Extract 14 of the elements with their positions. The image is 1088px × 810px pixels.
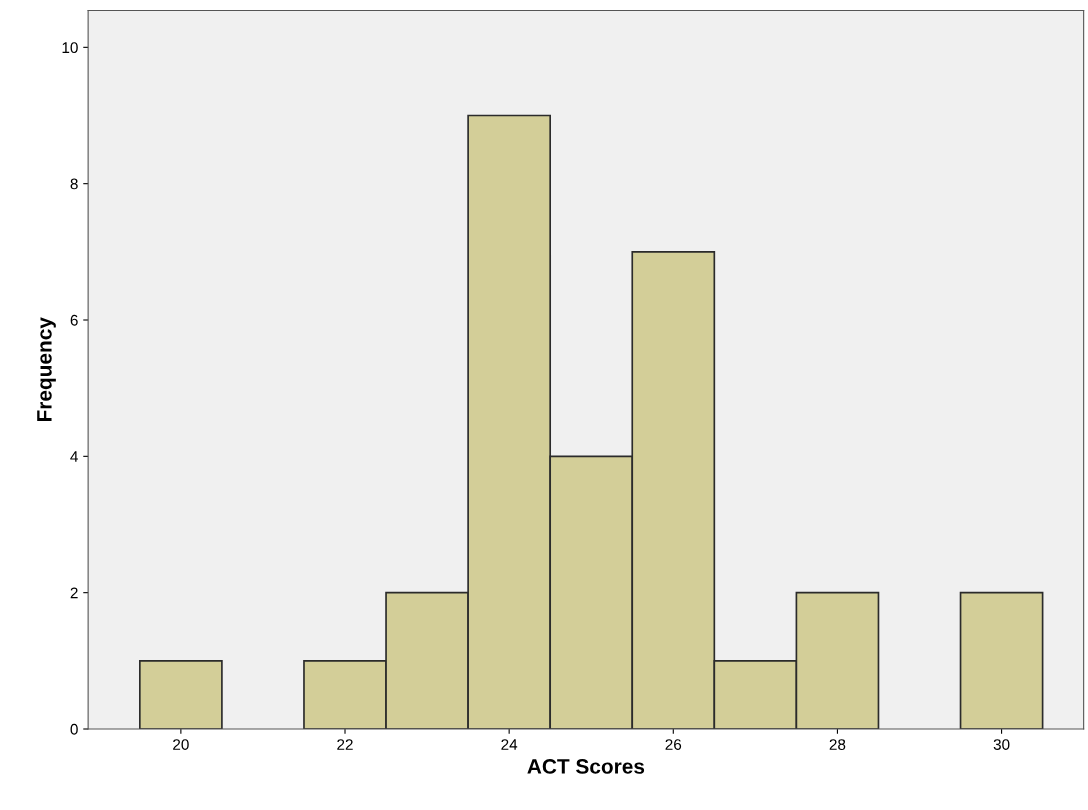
x-axis-title: ACT Scores xyxy=(527,759,645,774)
y-tick-label: 0 xyxy=(70,723,78,735)
x-tick-label: 20 xyxy=(173,739,189,750)
x-tick-label: 26 xyxy=(665,739,682,750)
x-tick-label: 24 xyxy=(501,739,518,750)
x-tick-label: 30 xyxy=(993,739,1010,750)
y-tick-label: 10 xyxy=(62,42,78,54)
x-tick-label: 22 xyxy=(337,739,353,750)
y-tick-label: 4 xyxy=(70,451,78,462)
y-tick-label: 6 xyxy=(70,314,78,326)
y-tick-label: 2 xyxy=(70,587,78,599)
y-tick-label: 8 xyxy=(70,178,78,190)
x-tick-label: 28 xyxy=(829,739,846,750)
y-axis-title: Frequency xyxy=(37,317,56,422)
